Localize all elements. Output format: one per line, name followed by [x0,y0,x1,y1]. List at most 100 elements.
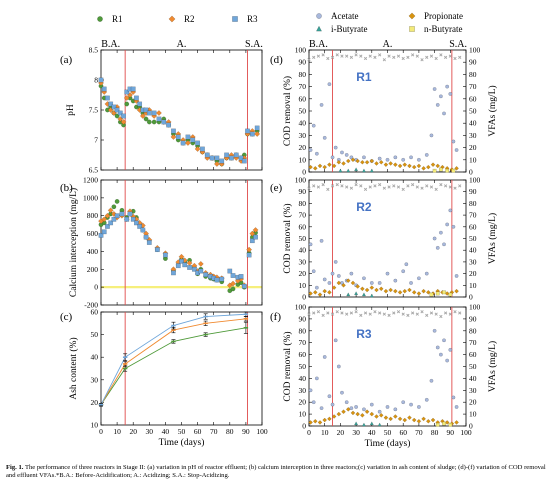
panel-f-y2tick-label: 60 [469,350,477,359]
panel-e-point-n-butyrate [429,292,434,297]
panel-f-cod-point [420,310,424,314]
panel-d-y2tick-label: 10 [469,155,477,164]
panel-f-point-acetate [311,400,316,405]
panel-f-cod-point [396,310,401,314]
panel-d-point-propionate [454,166,459,171]
panel-a-point-r2 [123,95,130,101]
panel-a-point-r1 [146,119,152,125]
panel-d-cod-point-b [316,54,321,58]
panel-e-cod-point-b [368,185,372,189]
panel-a-ylabel: pH [66,104,76,116]
panel-e-point-acetate [393,278,398,283]
panel-d-y2tick-label: 40 [469,119,477,128]
panel-f-point-acetate [429,378,434,383]
panel-f-point-propionate [350,410,356,416]
panel-e-cod-point-b [411,183,415,187]
panel-e-point-propionate [416,291,422,296]
panel-a-ytick-label: 6.5 [89,166,99,175]
panel-d-cod-point [373,55,377,59]
panel-f-y2tick-label: 100 [469,303,481,312]
panel-d-ytick-label: 20 [299,143,307,152]
panel-f-ylabel: COD removal (%) [282,331,293,401]
panel-c-ylabel: Ash content (%) [68,337,79,399]
panel-d-cod-point-b [439,53,443,57]
panel-f-point-propionate [407,415,412,420]
panel-e-cod-point-b [396,185,401,189]
panel-b-ytick-label: 1000 [83,193,98,202]
panel-e-cod-point-b [316,185,321,189]
panel-a-point-r3 [224,152,229,158]
panel-b-point-r3 [253,234,258,240]
panel-e-point-propionate [322,288,328,294]
panel-d-cod-point-b [453,56,457,61]
panel-a-point-r3 [105,95,110,101]
panel-f-y2tick-label: 40 [469,374,477,383]
panel-f-ytick-label: 40 [299,374,307,383]
panel-f-cod-point-b [411,311,415,315]
panel-d-point-propionate [397,163,403,169]
panel-d-point-propionate [416,163,422,169]
panel-d-point-acetate [432,87,437,91]
panel-e-cod-point-b [307,186,311,190]
panel-b-point-r2 [107,207,114,214]
panel-f-cod-point [429,311,434,315]
panel-d-cod-point [387,54,391,58]
legend-marker-n-butyrate [409,26,415,32]
panel-d-cod-point-b [368,54,372,58]
panel-f-point-acetate [369,402,374,407]
panel-f-point-acetate [409,402,413,407]
panel-b-point-r3 [143,234,149,240]
panel-f-point-propionate [369,411,375,417]
panel-f-cod-point [387,313,391,317]
panel-a-point-r3 [254,125,260,131]
panel-d-cod-point [429,54,434,58]
panel-d-point-acetate [330,155,335,160]
panel-d-cod-point [411,53,415,57]
panel-f-point-acetate [435,345,440,350]
panel-f-ytick-label: 90 [299,314,307,323]
panel-d-cod-point [415,54,419,58]
panel-d-cod-point [434,56,438,61]
panel-a-point-r2 [156,110,162,116]
panel-e-y2tick-label: 60 [469,222,477,231]
panel-f-cod-point [330,312,335,316]
panel-f-cod-point-b [392,311,396,315]
panel-b-point-r1 [114,199,120,204]
panel-d-point-acetate [377,156,382,161]
legend-label-propionate: Propionate [424,11,463,21]
panel-e-cod-point-b [458,184,462,188]
panel-f-point-propionate [393,414,398,419]
panel-e-point-propionate [397,289,403,295]
panel-e-cod-point [425,184,429,188]
panel-e-point-i-butyrate [361,292,366,297]
panel-b-point-r3 [134,220,139,226]
panel-f-cod-point [401,312,405,316]
panel-a-point-r3 [151,110,157,116]
panel-b-point-r3 [175,263,181,269]
panel-e-cod-point [326,187,330,191]
panel-e-y2tick-label: 40 [469,246,477,255]
panel-d-ytick-label: 90 [299,58,307,67]
panel-d-y2label: VFAs (mg/L) [487,85,498,136]
panel-b-ytick-label: 600 [87,229,99,238]
panel-e-point-acetate [416,276,421,281]
panel-b-label: (b) [60,182,73,194]
panel-f-cod-point-b [382,312,386,316]
panel-b-point-r3 [137,224,143,229]
panel-f-cod-point-b [359,313,363,317]
panel-f-cod-point-b [458,311,462,315]
panel-d-cod-point-b [349,55,354,59]
panel-e-y2tick-label: 90 [469,187,477,196]
panel-b-point-r1 [111,204,117,210]
panel-d-cod-point-b [373,55,377,59]
panel-e-point-acetate [314,285,319,290]
panel-d-point-propionate [430,162,436,168]
panel-d-cod-point [354,53,358,57]
panel-d-point-propionate [383,162,389,168]
panel-f-cod-point [453,310,457,314]
panel-e-point-propionate [425,289,431,295]
panel-e-point-propionate [383,288,389,294]
panel-d-point-propionate [402,162,408,168]
panel-e-point-i-butyrate [354,291,359,296]
panel-e-cod-point-b [382,186,386,190]
